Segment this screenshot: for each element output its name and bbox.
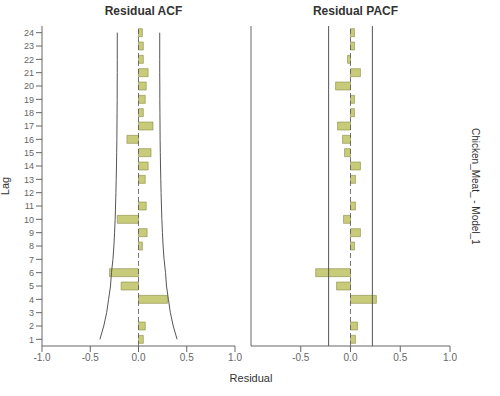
svg-text:15: 15 — [24, 148, 34, 158]
svg-text:16: 16 — [24, 135, 34, 145]
svg-text:11: 11 — [25, 201, 34, 211]
svg-text:23: 23 — [24, 41, 34, 51]
svg-text:5: 5 — [29, 281, 34, 291]
svg-text:0.0: 0.0 — [344, 352, 358, 363]
svg-text:12: 12 — [24, 188, 34, 198]
svg-text:20: 20 — [24, 81, 34, 91]
svg-text:2: 2 — [29, 321, 34, 331]
svg-text:21: 21 — [24, 68, 34, 78]
svg-text:1.0: 1.0 — [228, 352, 242, 363]
svg-text:Lag: Lag — [8, 177, 11, 195]
svg-text:10: 10 — [24, 215, 34, 225]
svg-text:-1.0: -1.0 — [33, 352, 51, 363]
svg-text:0.5: 0.5 — [180, 352, 194, 363]
html-text:Residual ACF: Residual ACF — [104, 4, 183, 18]
svg-text:1.0: 1.0 — [443, 352, 457, 363]
svg-text:0.5: 0.5 — [393, 352, 407, 363]
svg-text:14: 14 — [24, 161, 34, 171]
svg-text:0.0: 0.0 — [132, 352, 146, 363]
svg-text:17: 17 — [24, 121, 34, 131]
svg-text:6: 6 — [29, 268, 34, 278]
svg-text:22: 22 — [24, 55, 34, 65]
svg-text:7: 7 — [29, 255, 34, 265]
svg-text:9: 9 — [29, 228, 34, 238]
svg-text:-0.5: -0.5 — [292, 352, 310, 363]
svg-text:13: 13 — [24, 175, 34, 185]
svg-text:-0.5: -0.5 — [82, 352, 100, 363]
svg-text:8: 8 — [29, 241, 34, 251]
html-text:Residual PACF: Residual PACF — [312, 4, 399, 18]
svg-text:1: 1 — [29, 335, 34, 345]
svg-text:19: 19 — [24, 95, 34, 105]
svg-text:18: 18 — [24, 108, 34, 118]
svg-text:24: 24 — [24, 28, 34, 38]
html-text:Residual: Residual — [229, 372, 273, 384]
html-text:Chicken_Meat_ - Model_1: Chicken_Meat_ - Model_1 — [469, 127, 481, 245]
svg-text:3: 3 — [29, 308, 34, 318]
svg-text:4: 4 — [29, 295, 34, 305]
